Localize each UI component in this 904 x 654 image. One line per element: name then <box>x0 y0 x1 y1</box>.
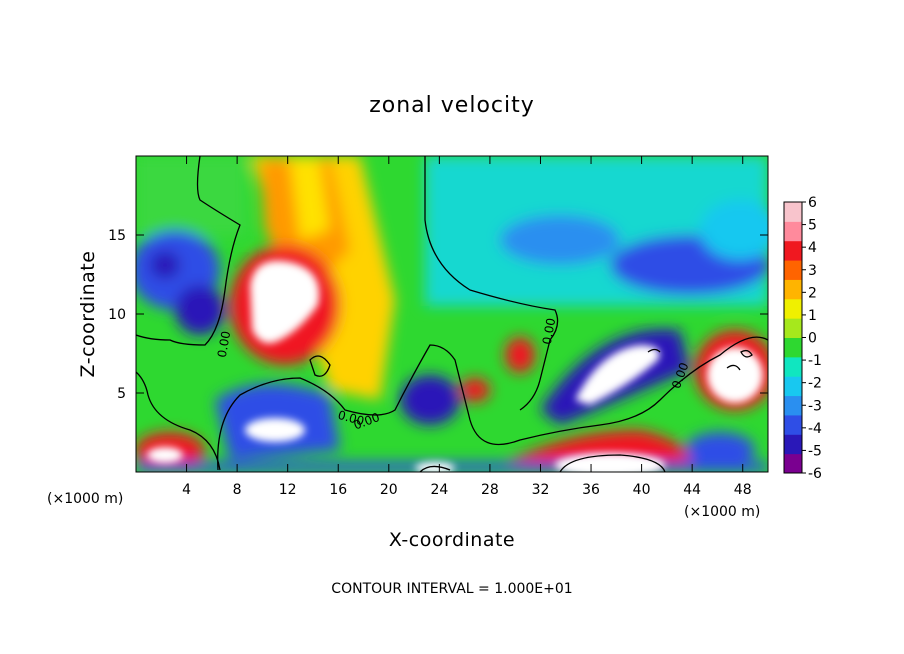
x-tick-label: 44 <box>683 482 701 498</box>
plot-area: 0.00 0.00 0.00 0.00 0.00 <box>136 156 768 472</box>
y-tick-label: 10 <box>108 307 126 323</box>
x-tick-label: 20 <box>380 482 398 498</box>
contour-label-1: 0.00 <box>215 330 233 359</box>
colorbar-swatch <box>784 434 802 455</box>
x-tick-label: 32 <box>532 482 550 498</box>
zero-contours <box>136 156 768 472</box>
colorbar <box>783 201 803 474</box>
colorbar-swatch <box>784 453 802 474</box>
x-tick-label: 40 <box>633 482 651 498</box>
y-tick-label: 15 <box>108 228 126 244</box>
colorbar-swatch <box>784 260 802 280</box>
colorbar-tick-label: -1 <box>808 353 822 369</box>
y-axis-label: Z-coordinate <box>77 251 99 378</box>
colorbar-tick-label: 2 <box>808 285 817 301</box>
x-unit-label-right: (×1000 m) <box>684 504 760 520</box>
colorbar-tick-label: -2 <box>808 376 822 392</box>
x-tick-label: 24 <box>430 482 448 498</box>
colorbar-swatch <box>784 356 802 377</box>
chart-title: zonal velocity <box>369 93 535 118</box>
y-axis-ticks: 5 10 15 <box>108 228 768 402</box>
y-tick-label: 5 <box>117 386 126 402</box>
contour-interval-note: CONTOUR INTERVAL = 1.000E+01 <box>331 581 572 597</box>
colorbar-tick-label: 0 <box>808 331 817 347</box>
x-tick-label: 48 <box>734 482 752 498</box>
x-tick-label: 8 <box>233 482 242 498</box>
colorbar-swatch <box>784 318 802 338</box>
x-unit-label-left: (×1000 m) <box>47 491 123 507</box>
contour-label-2: 0.00 <box>336 408 365 428</box>
colorbar-swatch <box>784 240 802 261</box>
colorbar-swatch <box>784 395 802 416</box>
colorbar-swatch <box>784 414 802 435</box>
colorbar-swatch <box>784 279 802 300</box>
colorbar-tick-labels: 6 5 4 3 2 1 0 -1 -2 -3 -4 -5 -6 <box>802 195 822 482</box>
colorbar-swatch <box>784 376 802 397</box>
x-axis-ticks: 4 8 12 16 20 24 28 32 36 40 44 48 <box>182 156 752 498</box>
colorbar-tick-label: 5 <box>808 218 817 234</box>
x-tick-label: 16 <box>329 482 347 498</box>
colorbar-tick-label: -4 <box>808 421 822 437</box>
colorbar-swatch <box>784 298 802 319</box>
contour-label-4: 0.00 <box>540 317 558 346</box>
colorbar-tick-label: 1 <box>808 308 817 324</box>
colorbar-tick-label: -5 <box>808 443 822 459</box>
x-tick-label: 12 <box>279 482 297 498</box>
colorbar-tick-label: 4 <box>808 240 817 256</box>
colorbar-tick-label: -3 <box>808 398 822 414</box>
colorbar-swatch <box>784 221 802 242</box>
colorbar-swatch <box>784 202 802 222</box>
colorbar-swatch <box>784 337 802 358</box>
x-tick-label: 4 <box>182 482 191 498</box>
colorbar-tick-label: 3 <box>808 263 817 279</box>
x-axis-label: X-coordinate <box>389 529 515 551</box>
colorbar-tick-label: 6 <box>808 195 817 211</box>
colorbar-tick-label: -6 <box>808 466 822 482</box>
x-tick-label: 28 <box>481 482 499 498</box>
x-tick-label: 36 <box>582 482 600 498</box>
saturated-cores <box>147 260 763 472</box>
